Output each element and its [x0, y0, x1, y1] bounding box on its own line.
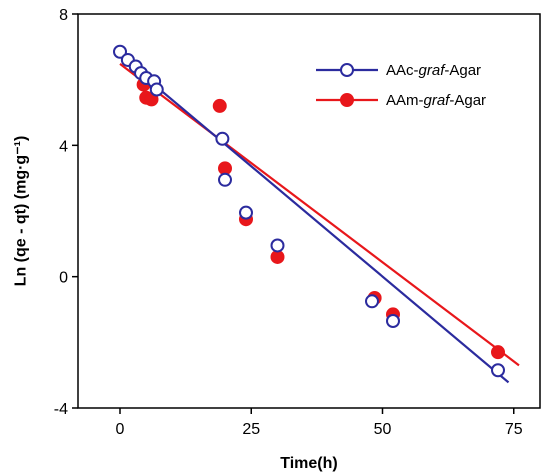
data-point-series-0	[365, 294, 379, 309]
data-point-series-0	[386, 313, 400, 328]
x-axis-label: Time(h)	[280, 455, 337, 472]
data-points	[113, 44, 505, 378]
x-tick-label: 25	[242, 421, 260, 438]
x-tick-label: 50	[374, 421, 392, 438]
data-point-series-0	[113, 44, 127, 59]
fit-line-series-1	[119, 63, 520, 367]
legend-marker-1	[340, 93, 354, 107]
y-tick-label: -4	[54, 401, 68, 418]
legend-marker-0	[340, 63, 354, 77]
y-tick-label: 8	[59, 7, 68, 24]
legend-label-0: AAc-graf-Agar	[386, 62, 481, 79]
axes: 0 25 50 75 -4 0 4 8	[54, 7, 541, 438]
y-axis-label: Ln (qe - qt) (mg·g⁻¹)	[13, 136, 30, 287]
data-point-series-0	[491, 363, 505, 378]
data-point-series-0	[218, 172, 232, 187]
plot-frame	[77, 13, 541, 409]
fit-line-series-0	[119, 55, 510, 384]
y-tick-label: 0	[59, 270, 68, 287]
data-point-series-0	[239, 205, 253, 220]
data-point-series-1	[491, 345, 505, 360]
data-point-series-1	[212, 98, 227, 113]
data-point-series-0	[270, 238, 285, 253]
x-tick-label: 0	[116, 421, 125, 438]
y-tick-label: 4	[59, 138, 68, 155]
legend: AAc-graf-Agar AAm-graf-Agar	[316, 62, 486, 109]
x-tick-label: 75	[505, 421, 523, 438]
fit-lines	[119, 55, 520, 384]
legend-label-1: AAm-graf-Agar	[386, 92, 486, 109]
data-point-series-0	[149, 82, 164, 97]
data-point-series-0	[215, 131, 230, 146]
